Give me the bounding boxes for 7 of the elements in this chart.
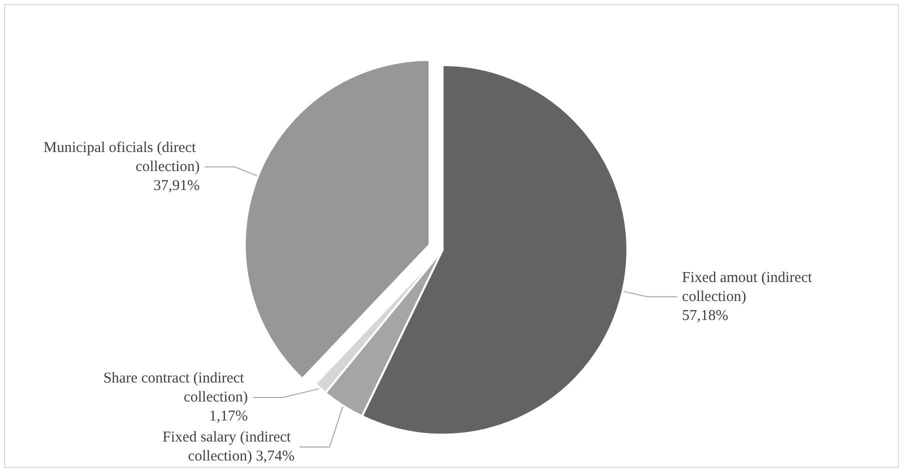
data-label: 37,91% <box>153 178 200 194</box>
slice-label: Share contract (indirect collection) <box>103 370 248 406</box>
data-label: 1,17% <box>209 408 248 424</box>
slice-label: Fixed amout (indirect collection) <box>682 270 816 305</box>
slice-label: Municipal oficials (direct collection) <box>44 140 200 175</box>
slice-label: Fixed salary (indirect collection) 3,74% <box>162 430 295 464</box>
data-label: 57,18% <box>682 308 728 324</box>
